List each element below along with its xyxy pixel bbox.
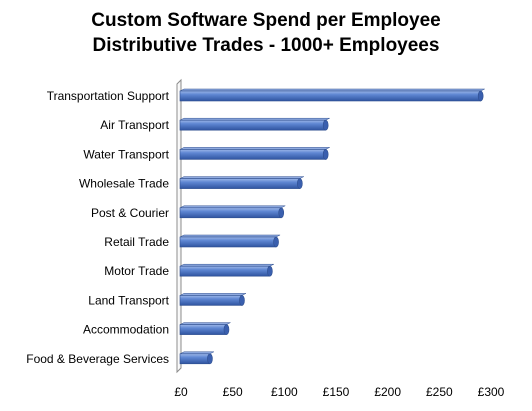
label-layer: Transportation Support Air Transport Water… <box>26 89 504 399</box>
bar <box>179 147 330 160</box>
bar-front-face <box>179 119 326 131</box>
bar-front-face <box>179 149 326 160</box>
x-tick-label: £50 <box>223 385 243 399</box>
bar <box>179 234 281 248</box>
bar <box>179 322 231 335</box>
category-label: Wholesale Trade <box>79 177 169 191</box>
category-label: Air Transport <box>100 118 169 132</box>
bar-front-face <box>179 90 481 102</box>
bar-end-cap <box>273 236 279 248</box>
chart-title-line-2: Distributive Trades - 1000+ Employees <box>92 35 440 56</box>
chart-title-line-1: Custom Software Spend per Employee <box>91 10 441 31</box>
bar <box>179 117 330 131</box>
bar-top-face <box>179 176 304 179</box>
bar-top-face <box>179 117 330 121</box>
bar-top-face <box>179 234 281 238</box>
category-label: Land Transport <box>88 293 169 307</box>
bar <box>179 263 274 277</box>
x-tick-label: £300 <box>478 385 505 399</box>
bar-end-cap <box>297 178 303 189</box>
x-tick-label: £100 <box>271 385 298 399</box>
x-tick-label: £200 <box>374 385 401 399</box>
bar-front-face <box>179 353 211 365</box>
bar-end-cap <box>223 324 230 335</box>
bar-front-face <box>179 207 282 219</box>
bar-end-cap <box>322 149 329 160</box>
bar-top-face <box>179 88 485 92</box>
category-label: Food & Beverage Services <box>26 352 169 366</box>
bar-end-cap <box>207 353 213 365</box>
category-label: Retail Trade <box>104 235 169 249</box>
bar-end-cap <box>239 295 245 306</box>
bar-end-cap <box>477 90 484 102</box>
bar-top-face <box>179 147 330 150</box>
bar-end-cap <box>278 207 285 219</box>
category-label: Motor Trade <box>104 264 169 278</box>
bar-front-face <box>179 324 227 335</box>
category-label: Post & Courier <box>91 206 169 220</box>
bar-front-face <box>179 178 301 189</box>
bar-top-face <box>179 205 286 209</box>
bar-end-cap <box>267 265 273 277</box>
x-tick-label: £0 <box>174 385 188 399</box>
bar <box>179 351 215 365</box>
x-tick-label: £250 <box>426 385 453 399</box>
bar <box>179 205 286 219</box>
bar-front-face <box>179 236 277 248</box>
category-label: Transportation Support <box>47 89 170 103</box>
category-label: Water Transport <box>83 147 169 161</box>
bar-layer <box>179 88 485 365</box>
bar <box>179 293 247 306</box>
bar-front-face <box>179 265 271 277</box>
bar <box>179 176 304 189</box>
category-label: Accommodation <box>83 323 169 337</box>
bar-front-face <box>179 295 243 306</box>
bar-end-cap <box>322 119 329 131</box>
x-tick-label: £150 <box>323 385 350 399</box>
bar <box>179 88 485 102</box>
